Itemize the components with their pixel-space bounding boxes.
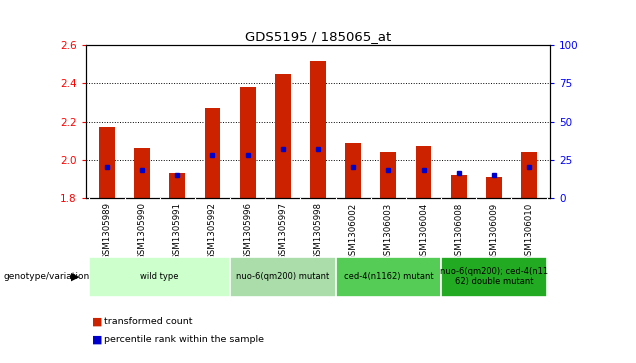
Text: GSM1305991: GSM1305991 bbox=[173, 203, 182, 261]
Bar bbox=[441, 257, 546, 297]
Text: percentile rank within the sample: percentile rank within the sample bbox=[104, 335, 264, 344]
Bar bbox=[90, 257, 230, 297]
Text: wild type: wild type bbox=[141, 272, 179, 281]
Bar bbox=[486, 177, 502, 198]
Text: genotype/variation: genotype/variation bbox=[3, 272, 90, 281]
Text: nuo-6(qm200) mutant: nuo-6(qm200) mutant bbox=[236, 272, 329, 281]
Text: GSM1305996: GSM1305996 bbox=[243, 203, 252, 261]
Bar bbox=[230, 257, 336, 297]
Text: ■: ■ bbox=[92, 334, 103, 344]
Text: GSM1306010: GSM1306010 bbox=[525, 203, 534, 261]
Bar bbox=[345, 143, 361, 198]
Text: ced-4(n1162) mutant: ced-4(n1162) mutant bbox=[343, 272, 433, 281]
Bar bbox=[521, 152, 537, 198]
Bar bbox=[380, 152, 396, 198]
Bar bbox=[451, 175, 467, 198]
Text: GSM1306002: GSM1306002 bbox=[349, 203, 357, 261]
Text: ▶: ▶ bbox=[71, 272, 80, 282]
Bar bbox=[169, 173, 185, 198]
Bar bbox=[275, 74, 291, 198]
Bar bbox=[310, 61, 326, 198]
Text: GSM1306003: GSM1306003 bbox=[384, 203, 393, 261]
Bar bbox=[205, 108, 221, 198]
Text: GSM1306004: GSM1306004 bbox=[419, 203, 428, 261]
Text: transformed count: transformed count bbox=[104, 317, 192, 326]
Text: GSM1305998: GSM1305998 bbox=[314, 203, 322, 261]
Text: GSM1306008: GSM1306008 bbox=[454, 203, 463, 261]
Text: GSM1305997: GSM1305997 bbox=[279, 203, 287, 261]
Text: GSM1305990: GSM1305990 bbox=[137, 203, 147, 261]
Text: ■: ■ bbox=[92, 316, 103, 326]
Text: GSM1305989: GSM1305989 bbox=[102, 203, 111, 261]
Bar bbox=[240, 87, 256, 198]
Title: GDS5195 / 185065_at: GDS5195 / 185065_at bbox=[245, 30, 391, 43]
Bar bbox=[415, 146, 431, 198]
Text: GSM1305992: GSM1305992 bbox=[208, 203, 217, 261]
Text: nuo-6(qm200); ced-4(n11
62) double mutant: nuo-6(qm200); ced-4(n11 62) double mutan… bbox=[440, 267, 548, 286]
Text: GSM1306009: GSM1306009 bbox=[489, 203, 499, 261]
Bar bbox=[134, 148, 150, 198]
Bar bbox=[336, 257, 441, 297]
Bar bbox=[99, 127, 115, 198]
